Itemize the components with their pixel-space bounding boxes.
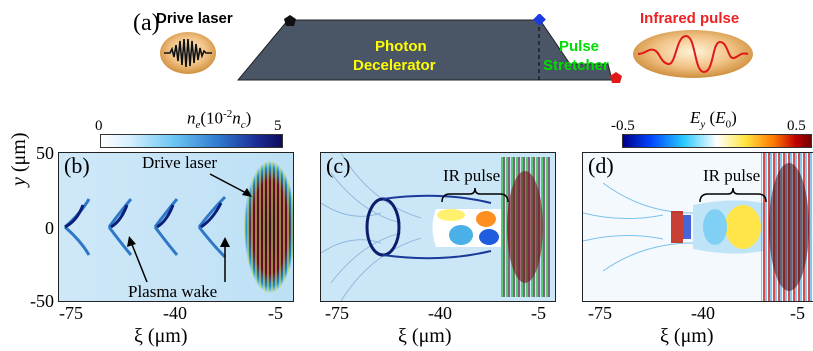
field-colorbar-max: 0.5 [787, 118, 806, 134]
panel-c-label: (c) [326, 153, 351, 178]
panel-c-x-tick-1: -75 [325, 303, 349, 323]
panel-b-plasma-wake-annotation: Plasma wake [128, 282, 218, 301]
panel-d-x-tick-1: -75 [588, 303, 612, 323]
panel-a-label: (a) [133, 10, 160, 36]
decelerator-label: Decelerator [353, 57, 436, 74]
field-colorbar-label: Ey (E0) [690, 108, 737, 131]
panel-c-x-tick-2: -40 [428, 303, 452, 323]
density-colorbar-label: ne(10-2nc) [187, 108, 252, 132]
y-tick-minus-50: -50 [30, 291, 54, 311]
panel-b-plot [58, 152, 294, 302]
panel-c-x-axis-label: ξ (μm) [398, 325, 452, 347]
density-colorbar [100, 134, 283, 148]
panel-d-plot [582, 152, 813, 302]
panel-d-x-tick-3: -5 [790, 303, 805, 323]
field-colorbar [622, 134, 812, 148]
red-marker [610, 72, 622, 83]
panel-d-ir-pulse-brace [699, 187, 767, 203]
infrared-pulse-title: Infrared pulse [640, 10, 740, 27]
infrared-pulse-icon [633, 30, 753, 78]
panel-b-x-tick-2: -40 [163, 303, 187, 323]
y-axis-label: y (μm) [8, 132, 30, 187]
y-tick-0: 0 [45, 218, 54, 238]
panel-b-x-tick-3: -5 [268, 303, 283, 323]
photon-label: Photon [375, 38, 427, 55]
panel-d-ir-pulse-annotation: IR pulse [703, 166, 761, 185]
black-marker [284, 15, 296, 26]
density-colorbar-max: 5 [274, 118, 282, 134]
panel-d-x-tick-2: -40 [691, 303, 715, 323]
density-colorbar-min: 0 [95, 118, 103, 134]
panel-b-drive-laser-arrow [209, 173, 252, 197]
panel-b-x-axis-label: ξ (μm) [134, 325, 188, 347]
field-colorbar-min: -0.5 [611, 118, 635, 134]
panel-d-x-axis-label: ξ (μm) [660, 325, 714, 347]
stretcher-label: Stretcher [543, 57, 609, 74]
panel-b-x-tick-1: -75 [59, 303, 83, 323]
panel-b-plasma-wake-arrows [127, 236, 230, 283]
panel-c-x-tick-3: -5 [531, 303, 546, 323]
drive-laser-title: Drive laser [156, 10, 233, 27]
panel-c-plot [320, 152, 556, 302]
photon-decelerator-diagram [236, 14, 622, 83]
y-tick-50: 50 [36, 143, 54, 163]
panel-d-label: (d) [588, 153, 614, 178]
drive-laser-pulse-icon [160, 32, 216, 74]
pulse-label: Pulse [559, 38, 600, 55]
panel-c-ir-pulse-brace [441, 187, 509, 203]
panel-b-drive-laser-annotation: Drive laser [142, 153, 218, 172]
panel-c-ir-pulse-annotation: IR pulse [443, 166, 501, 185]
panel-b-label: (b) [64, 153, 90, 178]
